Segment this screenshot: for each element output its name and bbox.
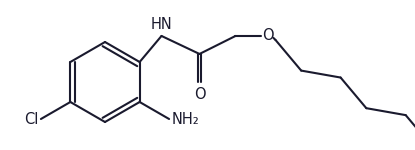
Text: HN: HN [151, 17, 172, 32]
Text: O: O [194, 87, 205, 102]
Text: NH₂: NH₂ [172, 111, 200, 126]
Text: O: O [262, 28, 273, 44]
Text: Cl: Cl [24, 111, 39, 126]
